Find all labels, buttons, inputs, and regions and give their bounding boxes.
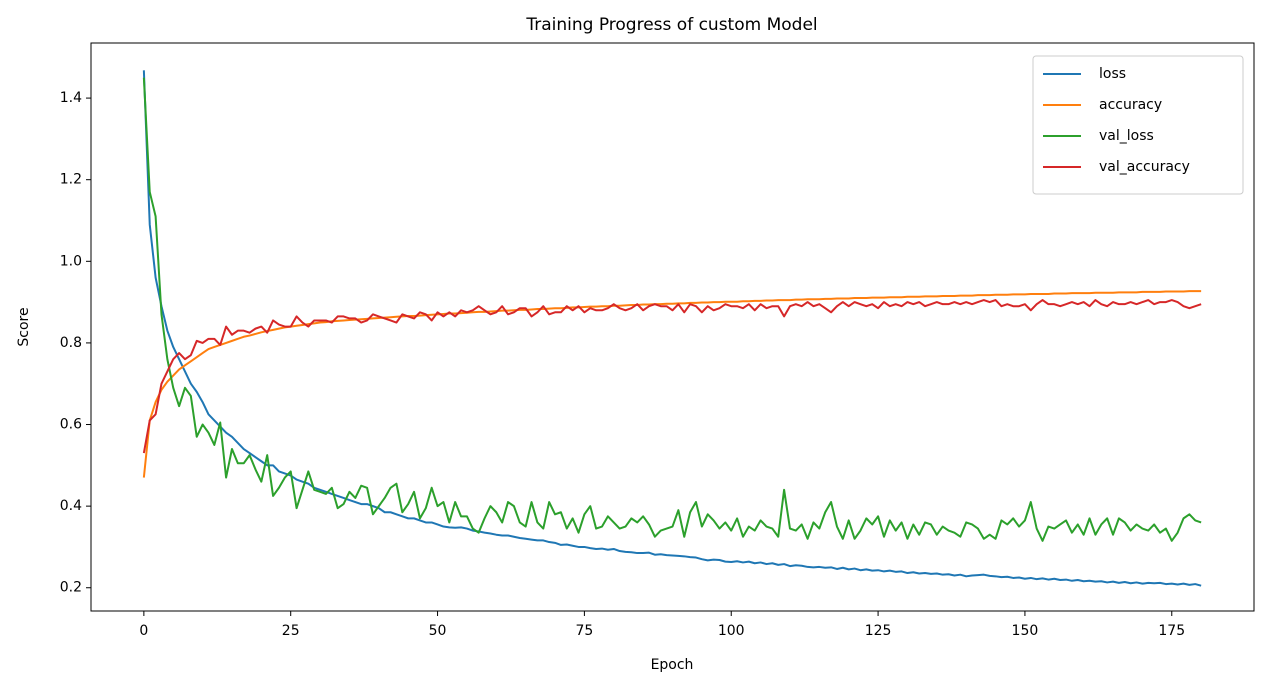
legend-label: accuracy bbox=[1099, 97, 1162, 113]
x-axis-label: Epoch bbox=[651, 657, 694, 673]
series-line bbox=[142, 70, 1202, 587]
x-tick-label: 0 bbox=[139, 623, 148, 639]
y-tick-label: 1.0 bbox=[60, 253, 82, 269]
y-tick-label: 0.6 bbox=[60, 417, 82, 433]
x-tick-label: 150 bbox=[1012, 623, 1039, 639]
legend-label: val_accuracy bbox=[1099, 159, 1190, 175]
y-tick-label: 0.8 bbox=[60, 335, 82, 351]
series-line bbox=[142, 77, 1202, 542]
y-axis-label: Score bbox=[16, 307, 32, 346]
series-line bbox=[142, 299, 1202, 454]
x-tick-label: 100 bbox=[718, 623, 745, 639]
plot-frame bbox=[90, 42, 1255, 612]
legend-box bbox=[1032, 55, 1244, 195]
y-tick-label: 1.2 bbox=[60, 172, 82, 188]
y-tick-label: 0.4 bbox=[60, 498, 82, 514]
chart-title: Training Progress of custom Model bbox=[525, 15, 817, 35]
legend-label: val_loss bbox=[1099, 128, 1154, 144]
x-tick-label: 25 bbox=[282, 623, 300, 639]
x-tick-label: 175 bbox=[1158, 623, 1185, 639]
series-line bbox=[142, 290, 1202, 478]
x-tick-label: 75 bbox=[575, 623, 593, 639]
y-tick-label: 1.4 bbox=[60, 90, 82, 106]
x-tick-label: 125 bbox=[865, 623, 892, 639]
y-tick-label: 0.2 bbox=[60, 580, 82, 596]
x-tick-label: 50 bbox=[429, 623, 447, 639]
legend-label: loss bbox=[1099, 66, 1126, 82]
